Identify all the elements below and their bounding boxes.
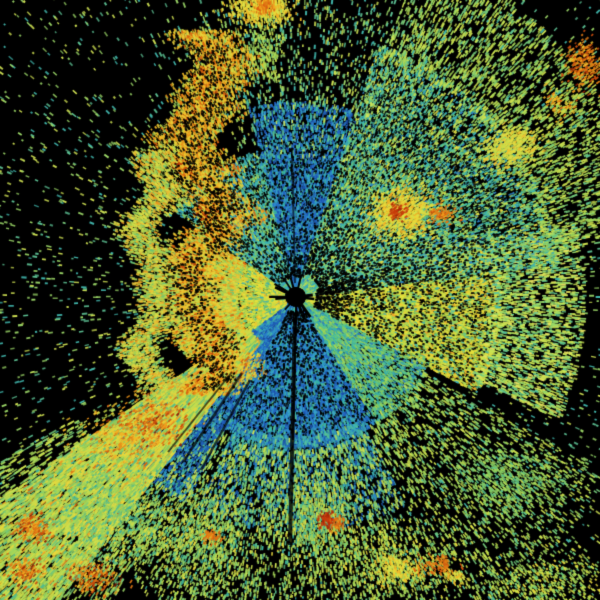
- radar-scan-viewport: [0, 0, 600, 600]
- radar-scan-canvas: [0, 0, 600, 600]
